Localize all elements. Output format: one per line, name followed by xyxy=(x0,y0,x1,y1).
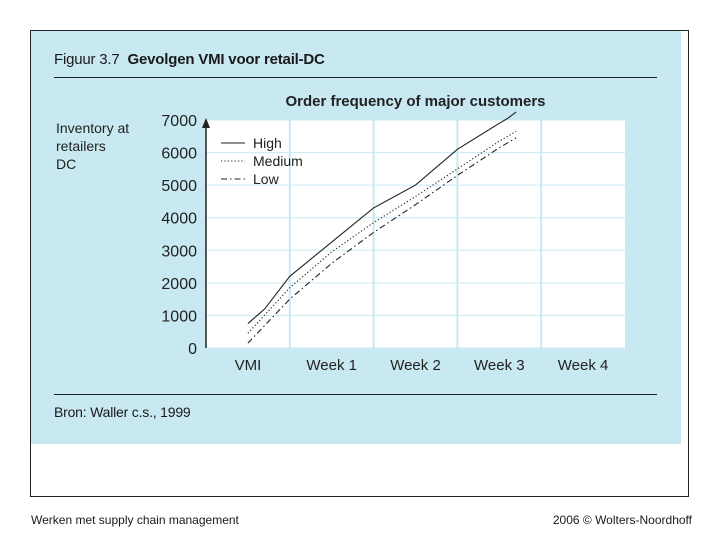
y-tick-label: 3000 xyxy=(161,243,197,260)
figure-heading: Figuur 3.7 Gevolgen VMI voor retail-DC xyxy=(54,51,325,68)
top-rule xyxy=(54,77,657,78)
x-tick-label: Week 4 xyxy=(558,357,609,374)
y-tick-label: 7000 xyxy=(161,113,197,130)
series-line-low xyxy=(247,137,517,344)
legend-label: Low xyxy=(253,171,280,187)
y-tick-label: 6000 xyxy=(161,146,197,163)
x-tick-label: Week 3 xyxy=(474,357,525,374)
y-axis-label: Inventory at xyxy=(56,120,129,136)
plot-area xyxy=(206,120,625,348)
figure-source: Bron: Waller c.s., 1999 xyxy=(54,404,191,420)
series-line-medium xyxy=(247,130,517,334)
footer-book-title: Werken met supply chain management xyxy=(31,513,239,527)
y-axis-label: DC xyxy=(56,156,76,172)
x-tick-label: Week 1 xyxy=(306,357,357,374)
y-tick-label: 1000 xyxy=(161,308,197,325)
figure-title: Gevolgen VMI voor retail-DC xyxy=(127,51,325,68)
y-tick-label: 0 xyxy=(188,341,197,358)
figure-number: Figuur 3.7 xyxy=(54,51,120,68)
legend-label: High xyxy=(253,135,282,151)
x-tick-label: VMI xyxy=(235,357,262,374)
bottom-rule xyxy=(54,394,657,395)
chart-title: Order frequency of major customers xyxy=(285,93,545,110)
legend-label: Medium xyxy=(253,153,303,169)
y-tick-label: 2000 xyxy=(161,276,197,293)
series-line-high xyxy=(247,111,517,325)
y-axis-label: retailers xyxy=(56,138,106,154)
y-tick-label: 5000 xyxy=(161,178,197,195)
y-axis-arrow xyxy=(202,118,210,128)
x-tick-label: Week 2 xyxy=(390,357,441,374)
footer-copyright: 2006 © Wolters-Noordhoff xyxy=(552,513,692,527)
y-tick-label: 4000 xyxy=(161,211,197,228)
